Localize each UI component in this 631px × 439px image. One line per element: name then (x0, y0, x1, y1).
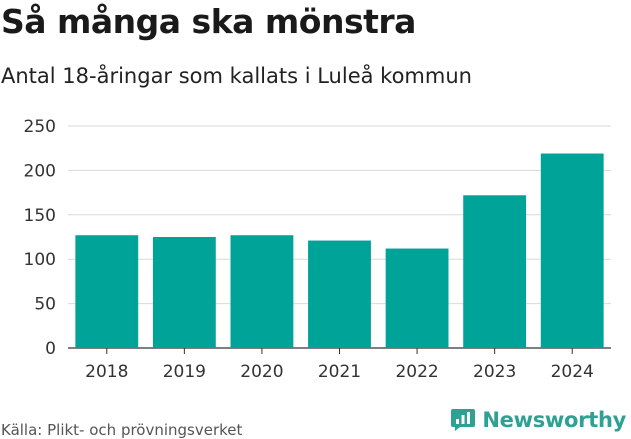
bar-2019 (152, 237, 216, 348)
chart-subtitle: Antal 18-åringar som kallats i Luleå kom… (1, 64, 472, 88)
brand-logo: Newsworthy (450, 407, 626, 433)
y-tick-label: 100 (24, 250, 56, 270)
bar-2021 (308, 240, 371, 348)
bars (75, 153, 604, 348)
bar-2024 (540, 153, 604, 348)
chart-title: Så många ska mönstra (1, 2, 416, 41)
x-tick-label: 2022 (395, 362, 438, 382)
x-tick-label: 2023 (473, 362, 516, 382)
x-tick-label: 2018 (85, 362, 128, 382)
bar-2022 (385, 248, 449, 348)
x-tick-label: 2020 (240, 362, 283, 382)
source-note: Källa: Plikt- och prövningsverket (1, 421, 243, 439)
bar-2020 (230, 235, 294, 348)
x-tick-label: 2019 (163, 362, 206, 382)
bar-chart: 0 50 100 150 200 250 2018 2019 2020 2021 2022 2023… (24, 117, 611, 382)
y-axis-labels: 0 50 100 150 200 250 (24, 117, 56, 359)
bar-chart-icon (451, 409, 476, 431)
y-tick-label: 0 (45, 339, 56, 359)
y-tick-label: 150 (24, 206, 56, 226)
x-tick-label: 2021 (318, 362, 361, 382)
y-tick-label: 250 (24, 117, 56, 137)
x-axis-labels: 2018 2019 2020 2021 2022 2023 2024 (85, 348, 594, 382)
y-tick-label: 50 (34, 295, 56, 315)
bar-2018 (75, 235, 139, 348)
brand-name: Newsworthy (482, 408, 626, 432)
x-tick-label: 2024 (551, 362, 594, 382)
bar-2023 (463, 195, 527, 348)
y-tick-label: 200 (24, 161, 56, 181)
